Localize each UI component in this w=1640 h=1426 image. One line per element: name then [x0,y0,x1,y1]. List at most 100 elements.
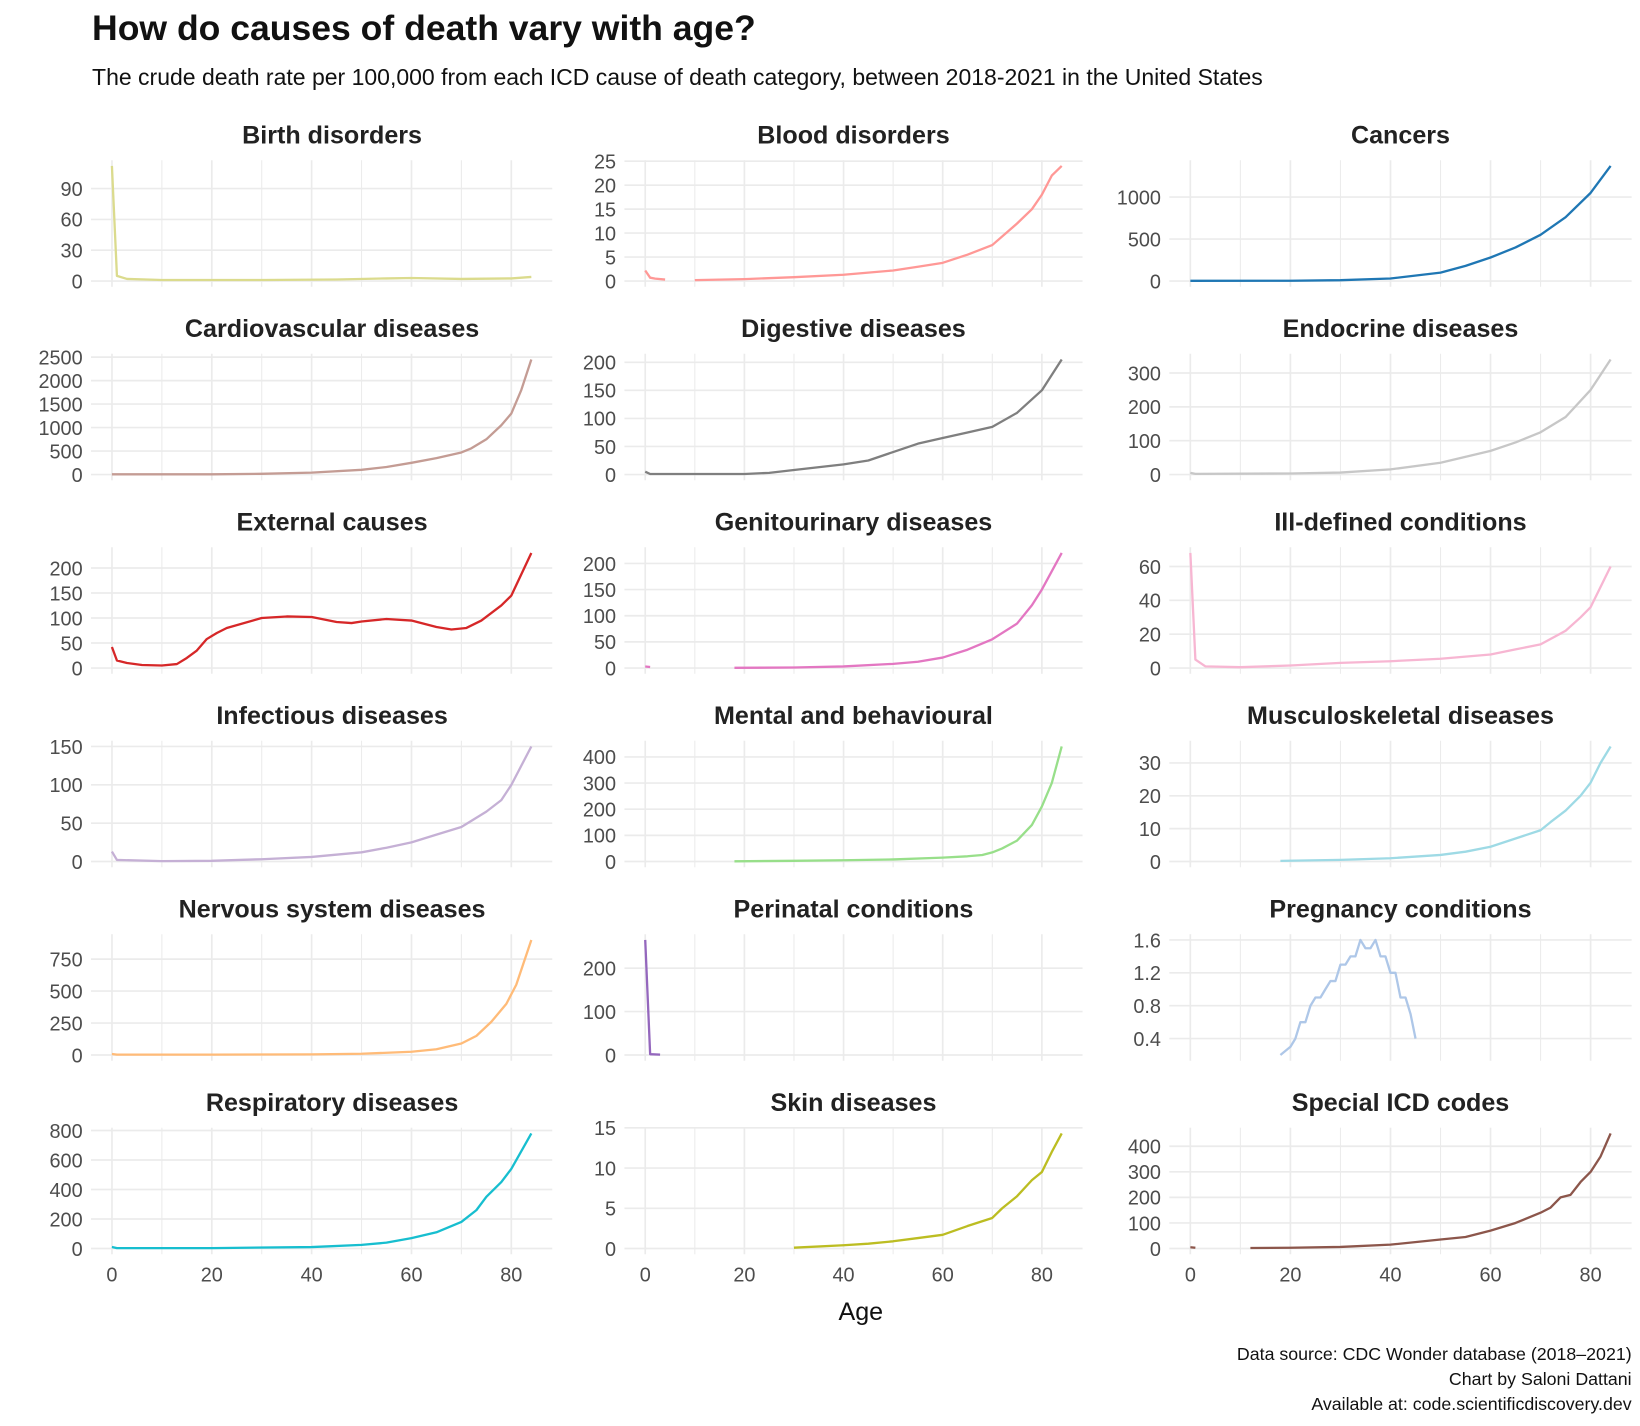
facet-title: Musculoskeletal diseases [1247,702,1554,730]
y-tick-label: 200 [1128,1188,1161,1210]
facet-panel: 0 50 100 150 200 External causes [49,508,553,680]
series-line [1280,745,1612,863]
facet-title: Genitourinary diseases [715,508,993,536]
y-tick-label: 500 [49,441,82,463]
y-tick-label: 1.6 [1133,930,1161,952]
y-tick-label: 200 [583,554,616,576]
facet-title: Mental and behavioural [714,702,993,730]
facet-title: Pregnancy conditions [1269,895,1531,923]
series-line [1190,165,1612,282]
y-tick-label: 300 [1128,363,1161,385]
y-tick-label: 300 [583,773,616,795]
y-tick-label: 400 [583,747,616,769]
facet-title: Birth disorders [242,121,422,149]
y-tick-label: 1000 [1117,187,1161,209]
facet-title: Digestive diseases [741,315,966,343]
series-line [793,1132,1063,1249]
x-tick-label: 80 [500,1264,522,1286]
y-tick-label: 0 [1150,271,1161,293]
y-tick-label: 60 [1139,557,1161,579]
y-tick-label: 40 [1139,591,1161,613]
facet-title: Cancers [1351,121,1450,149]
chart-subtitle: The crude death rate per 100,000 from ea… [92,64,1263,90]
y-tick-label: 50 [594,437,616,459]
y-tick-label: 0.8 [1133,996,1161,1018]
y-tick-label: 0 [1150,1239,1161,1261]
y-tick-label: 100 [583,606,616,628]
series-line [1190,358,1612,476]
facet-title: Ill-defined conditions [1274,508,1526,536]
y-tick-label: 200 [583,959,616,981]
facet-title: Blood disorders [757,121,949,149]
facet-panel: 0 10 20 30 Musculoskeletal diseases [1139,702,1632,874]
series-line [111,939,533,1056]
facet-panel: 0 100 200 300 400 Mental and behavioural [583,702,1083,874]
x-axis-label: Age [838,1298,883,1326]
y-tick-label: 600 [49,1150,82,1172]
x-tick-label: 0 [106,1264,117,1286]
y-tick-label: 200 [49,1209,82,1231]
y-tick-label: 0 [1150,658,1161,680]
y-tick-label: 200 [583,353,616,375]
y-tick-label: 20 [1139,786,1161,808]
x-tick-label: 60 [1479,1264,1501,1286]
y-tick-label: 50 [61,633,83,655]
chart-title: How do causes of death vary with age? [92,8,756,48]
x-tick-label: 40 [833,1264,855,1286]
facet-panel: 0 50 100 150 200 Digestive diseases [583,315,1083,487]
y-tick-label: 300 [1128,1162,1161,1184]
y-tick-label: 0 [72,465,83,487]
y-tick-label: 0 [605,465,616,487]
facet-panel: 0 100 200 300 400 Special ICD codes 0 20 40 60 80 [1128,1089,1632,1286]
facet-panel: 0 50 100 150 200 Genitourinary diseases [583,508,1083,680]
facet-title: Skin diseases [770,1089,936,1117]
facet-panel: 0 20 40 60 Ill-defined conditions [1139,508,1632,680]
x-tick-label: 80 [1031,1264,1053,1286]
y-tick-label: 2000 [38,371,82,393]
x-tick-label: 20 [733,1264,755,1286]
y-tick-label: 100 [49,608,82,630]
y-tick-label: 1500 [38,394,82,416]
y-tick-label: 750 [49,949,82,971]
series-line [110,165,532,282]
y-tick-label: 15 [594,199,616,221]
x-tick-label: 80 [1580,1264,1602,1286]
facet-panel: 0 30 60 90 Birth disorders [61,121,553,293]
y-tick-label: 100 [1128,431,1161,453]
y-tick-label: 30 [1139,753,1161,775]
y-tick-label: 100 [583,409,616,431]
y-tick-label: 400 [1128,1137,1161,1159]
y-tick-label: 150 [583,580,616,602]
y-tick-label: 0 [1150,465,1161,487]
y-tick-label: 200 [49,558,82,580]
footer-available: Available at: code.scientificdiscovery.d… [1311,1394,1631,1414]
facet-title: Cardiovascular diseases [185,315,479,343]
y-tick-label: 2500 [38,347,82,369]
y-tick-label: 250 [49,1013,82,1035]
y-tick-label: 50 [594,632,616,654]
series-line [1189,552,1612,669]
series-line [110,552,533,667]
y-tick-label: 400 [49,1180,82,1202]
y-tick-label: 0 [605,658,616,680]
facet-panel: 0 100 200 Perinatal conditions [583,895,1083,1067]
y-tick-label: 20 [1139,625,1161,647]
y-tick-label: 10 [594,1158,616,1180]
x-tick-label: 40 [1379,1264,1401,1286]
y-tick-label: 0 [605,852,616,874]
facet-panel: 0.4 0.8 1.2 1.6 Pregnancy conditions [1133,895,1632,1061]
y-tick-label: 150 [49,583,82,605]
x-tick-label: 20 [1279,1264,1301,1286]
y-tick-label: 0.4 [1133,1029,1161,1051]
y-tick-label: 50 [61,813,83,835]
series-line [1190,1132,1612,1250]
y-tick-label: 1000 [38,418,82,440]
facet-title: Respiratory diseases [206,1089,458,1117]
y-tick-label: 150 [583,381,616,403]
y-tick-label: 100 [49,775,82,797]
series-line [110,745,533,863]
y-tick-label: 200 [1128,397,1161,419]
